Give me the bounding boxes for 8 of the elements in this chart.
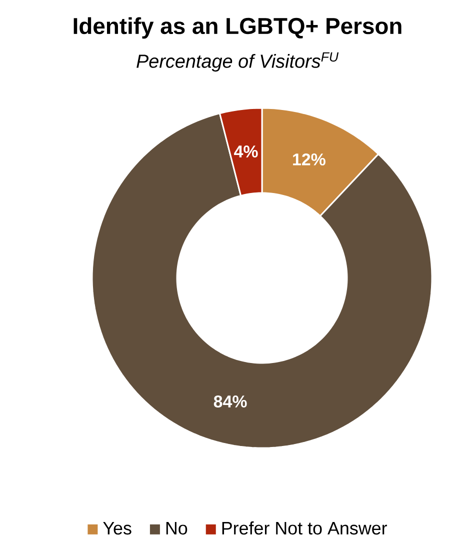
data-label: 4% [234, 146, 258, 158]
data-label: 84% [214, 395, 247, 408]
data-label: 12% [293, 153, 326, 166]
legend-label: Yes [103, 522, 132, 535]
chart-subtitle: Percentage of Visitors$^{FU}$ [136, 52, 339, 72]
legend-label: No [166, 522, 188, 535]
chart-title: Identify as an LGBTQ+ Person [74, 17, 402, 39]
legend-label: Prefer Not to Answer [222, 521, 387, 535]
